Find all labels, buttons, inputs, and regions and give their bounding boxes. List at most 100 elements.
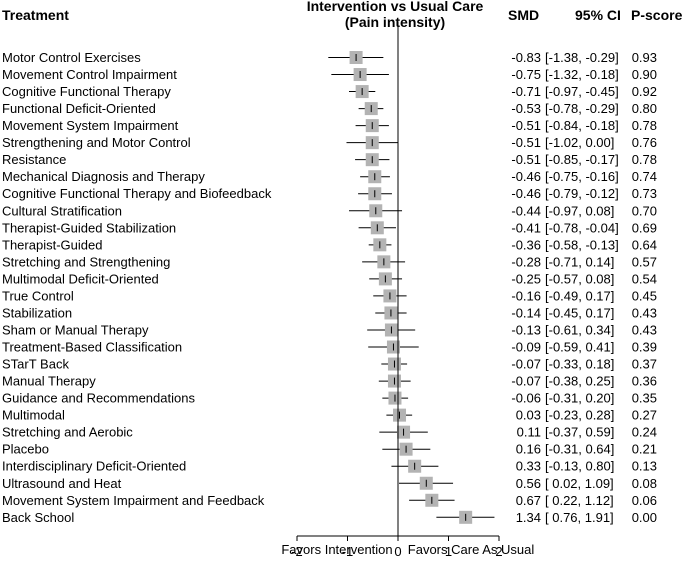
smd-value: 0.03 — [516, 408, 541, 423]
x-axis-label-left: Favors Intervention — [281, 542, 392, 557]
pscore-value: 0.21 — [632, 442, 657, 457]
forest-row: Placebo 0.16 [-0.31, 0.64] 0.21 — [2, 442, 657, 457]
smd-value: -0.28 — [511, 254, 541, 269]
pscore-value: 0.78 — [632, 152, 657, 167]
smd-value: 1.34 — [516, 510, 541, 525]
x-tick-label: 2 — [495, 544, 502, 559]
smd-value: -0.06 — [511, 391, 541, 406]
header-treatment: Treatment — [2, 7, 69, 23]
x-axis-label-right: Favors Care As Usual — [408, 542, 535, 557]
treatment-label: Guidance and Recommendations — [2, 391, 195, 406]
treatment-label: Stretching and Aerobic — [2, 425, 133, 440]
treatment-label: Multimodal — [2, 408, 65, 423]
treatment-label: Movement System Impairment and Feedback — [2, 493, 265, 508]
ci-value: [-0.33, 0.18] — [545, 357, 614, 372]
pscore-value: 0.76 — [632, 135, 657, 150]
pscore-value: 0.69 — [632, 220, 657, 235]
smd-value: 0.67 — [516, 493, 541, 508]
pscore-value: 0.54 — [632, 271, 657, 286]
treatment-label: Functional Deficit-Oriented — [2, 101, 156, 116]
ci-value: [-0.97, 0.08] — [545, 203, 614, 218]
forest-row: Multimodal 0.03 [-0.23, 0.28] 0.27 — [2, 408, 657, 423]
x-axis: -2 -1 0 1 2 — [291, 535, 503, 559]
smd-value: -0.36 — [511, 237, 541, 252]
x-tick-label: -2 — [291, 544, 303, 559]
treatment-label: STarT Back — [2, 357, 69, 372]
ci-value: [-0.59, 0.41] — [545, 340, 614, 355]
smd-value: -0.53 — [511, 101, 541, 116]
smd-value: -0.13 — [511, 322, 541, 337]
smd-value: -0.51 — [511, 135, 541, 150]
pscore-value: 0.36 — [632, 374, 657, 389]
ci-value: [-0.31, 0.64] — [545, 442, 614, 457]
treatment-label: Movement System Impairment — [2, 118, 179, 133]
ci-value: [-0.57, 0.08] — [545, 271, 614, 286]
pscore-value: 0.73 — [632, 186, 657, 201]
treatment-label: Stabilization — [2, 305, 72, 320]
pscore-value: 0.45 — [632, 288, 657, 303]
treatment-label: Manual Therapy — [2, 374, 96, 389]
treatment-label: Ultrasound and Heat — [2, 476, 122, 491]
forest-row: Stabilization -0.14 [-0.45, 0.17] 0.43 — [2, 305, 657, 320]
smd-value: -0.16 — [511, 288, 541, 303]
smd-value: 0.56 — [516, 476, 541, 491]
forest-row: Resistance -0.51 [-0.85, -0.17] 0.78 — [2, 152, 657, 167]
pscore-value: 0.35 — [632, 391, 657, 406]
forest-row: Cognitive Functional Therapy -0.71 [-0.97,… — [2, 84, 657, 99]
forest-row: Strengthening and Motor Control -0.51 [-1.… — [2, 135, 657, 150]
forest-row: Functional Deficit-Oriented -0.53 [-0.78, … — [2, 101, 657, 116]
x-tick-label: 1 — [445, 544, 452, 559]
forest-row: Cultural Stratification -0.44 [-0.97, 0.08… — [2, 203, 657, 218]
pscore-value: 0.43 — [632, 305, 657, 320]
treatment-label: Placebo — [2, 442, 49, 457]
pscore-value: 0.00 — [632, 510, 657, 525]
treatment-label: Strengthening and Motor Control — [2, 135, 191, 150]
smd-value: -0.51 — [511, 152, 541, 167]
treatment-label: Back School — [2, 510, 74, 525]
treatment-label: Stretching and Strengthening — [2, 254, 170, 269]
ci-value: [-0.61, 0.34] — [545, 322, 614, 337]
ci-value: [ 0.22, 1.12] — [545, 493, 614, 508]
pscore-value: 0.08 — [632, 476, 657, 491]
smd-value: -0.75 — [511, 67, 541, 82]
pscore-value: 0.92 — [632, 84, 657, 99]
smd-value: 0.33 — [516, 459, 541, 474]
header-pscore: P-score — [631, 7, 683, 23]
forest-row: Motor Control Exercises -0.83 [-1.38, -0.2… — [2, 50, 657, 65]
forest-row: Back School 1.34 [ 0.76, 1.91] 0.00 — [2, 510, 657, 525]
pscore-value: 0.43 — [632, 322, 657, 337]
pscore-value: 0.37 — [632, 357, 657, 372]
smd-value: -0.71 — [511, 84, 541, 99]
treatment-label: Therapist-Guided — [2, 237, 102, 252]
forest-row: Therapist-Guided -0.36 [-0.58, -0.13] 0.64 — [2, 237, 657, 252]
ci-value: [-0.97, -0.45] — [545, 84, 619, 99]
forest-row: STarT Back -0.07 [-0.33, 0.18] 0.37 — [2, 357, 657, 372]
smd-value: -0.14 — [511, 305, 541, 320]
rows-layer: Motor Control Exercises -0.83 [-1.38, -0.2… — [2, 50, 657, 525]
forest-row: Movement System Impairment -0.51 [-0.84, -… — [2, 118, 657, 133]
smd-value: -0.07 — [511, 374, 541, 389]
forest-row: Guidance and Recommendations -0.06 [-0.31,… — [2, 391, 657, 406]
forest-row: Cognitive Functional Therapy and Biofeed… — [2, 186, 657, 201]
treatment-label: Resistance — [2, 152, 66, 167]
pscore-value: 0.78 — [632, 118, 657, 133]
ci-value: [-1.02, 0.00] — [545, 135, 614, 150]
forest-row: Movement Control Impairment -0.75 [-1.32, … — [2, 67, 657, 82]
forest-row: Stretching and Strengthening -0.28 [-0.71,… — [2, 254, 657, 269]
smd-value: -0.41 — [511, 220, 541, 235]
treatment-label: Multimodal Deficit-Oriented — [2, 271, 159, 286]
forest-row: Sham or Manual Therapy -0.13 [-0.61, 0.34]… — [2, 322, 657, 337]
treatment-label: Mechanical Diagnosis and Therapy — [2, 169, 205, 184]
ci-value: [-0.13, 0.80] — [545, 459, 614, 474]
ci-value: [-0.49, 0.17] — [545, 288, 614, 303]
forest-row: Multimodal Deficit-Oriented -0.25 [-0.57, … — [2, 271, 657, 286]
smd-value: -0.25 — [511, 271, 541, 286]
forest-row: Manual Therapy -0.07 [-0.38, 0.25] 0.36 — [2, 374, 657, 389]
pscore-value: 0.39 — [632, 340, 657, 355]
x-tick-label: -1 — [342, 544, 354, 559]
pscore-value: 0.24 — [632, 425, 657, 440]
treatment-label: Treatment-Based Classification — [2, 340, 182, 355]
ci-value: [-0.38, 0.25] — [545, 374, 614, 389]
ci-value: [-0.45, 0.17] — [545, 305, 614, 320]
ci-value: [-0.37, 0.59] — [545, 425, 614, 440]
